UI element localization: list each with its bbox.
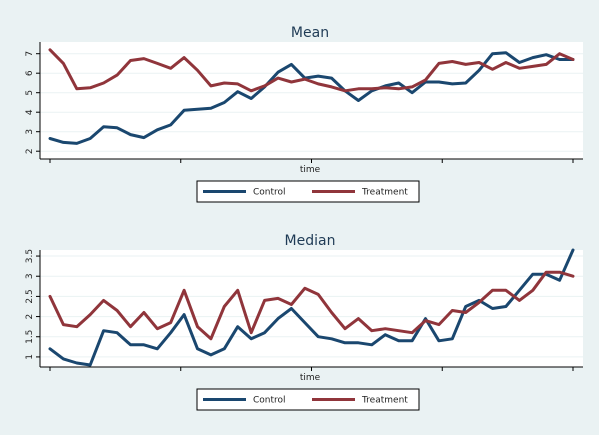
- chart-panel-median: Median 1 1.5 2 2.5 3 3.5 time Control Treatment: [25, 233, 583, 411]
- y-tick-label: 3.5: [25, 249, 35, 263]
- series-line-treatment: [48, 48, 575, 93]
- y-tick-label: 1.5: [25, 330, 35, 344]
- x-axis-label: time: [300, 373, 321, 383]
- legend: Control Treatment: [196, 388, 420, 411]
- chart-title: Mean: [291, 25, 329, 41]
- x-axis-label: time: [300, 165, 321, 175]
- series-line-control: [48, 51, 575, 145]
- y-tick-label: 2.5: [25, 289, 35, 303]
- legend: Control Treatment: [196, 180, 420, 203]
- legend-box: [196, 180, 420, 203]
- y-tick-label: 7: [25, 51, 35, 57]
- y-tick-label: 1: [25, 354, 35, 360]
- series-line-treatment: [48, 270, 575, 341]
- y-tick-label: 6: [25, 70, 35, 76]
- legend-label-control: Control: [253, 188, 286, 198]
- y-tick-label: 4: [25, 109, 35, 115]
- y-tick-label: 5: [25, 90, 35, 96]
- y-tick-label: 3: [25, 129, 35, 135]
- y-tick-label: 2: [25, 314, 35, 320]
- y-tick-label: 2: [25, 148, 35, 154]
- legend-label-treatment: Treatment: [361, 396, 408, 406]
- chart-title: Median: [285, 233, 336, 249]
- legend-label-treatment: Treatment: [361, 188, 408, 198]
- y-tick-label: 3: [25, 273, 35, 279]
- chart-panel-mean: Mean 2 3 4 5 6 7 time Control Treatment: [25, 25, 583, 203]
- plot-area: [40, 42, 583, 159]
- legend-box: [196, 388, 420, 411]
- series-line-control: [48, 248, 575, 367]
- legend-label-control: Control: [253, 396, 286, 406]
